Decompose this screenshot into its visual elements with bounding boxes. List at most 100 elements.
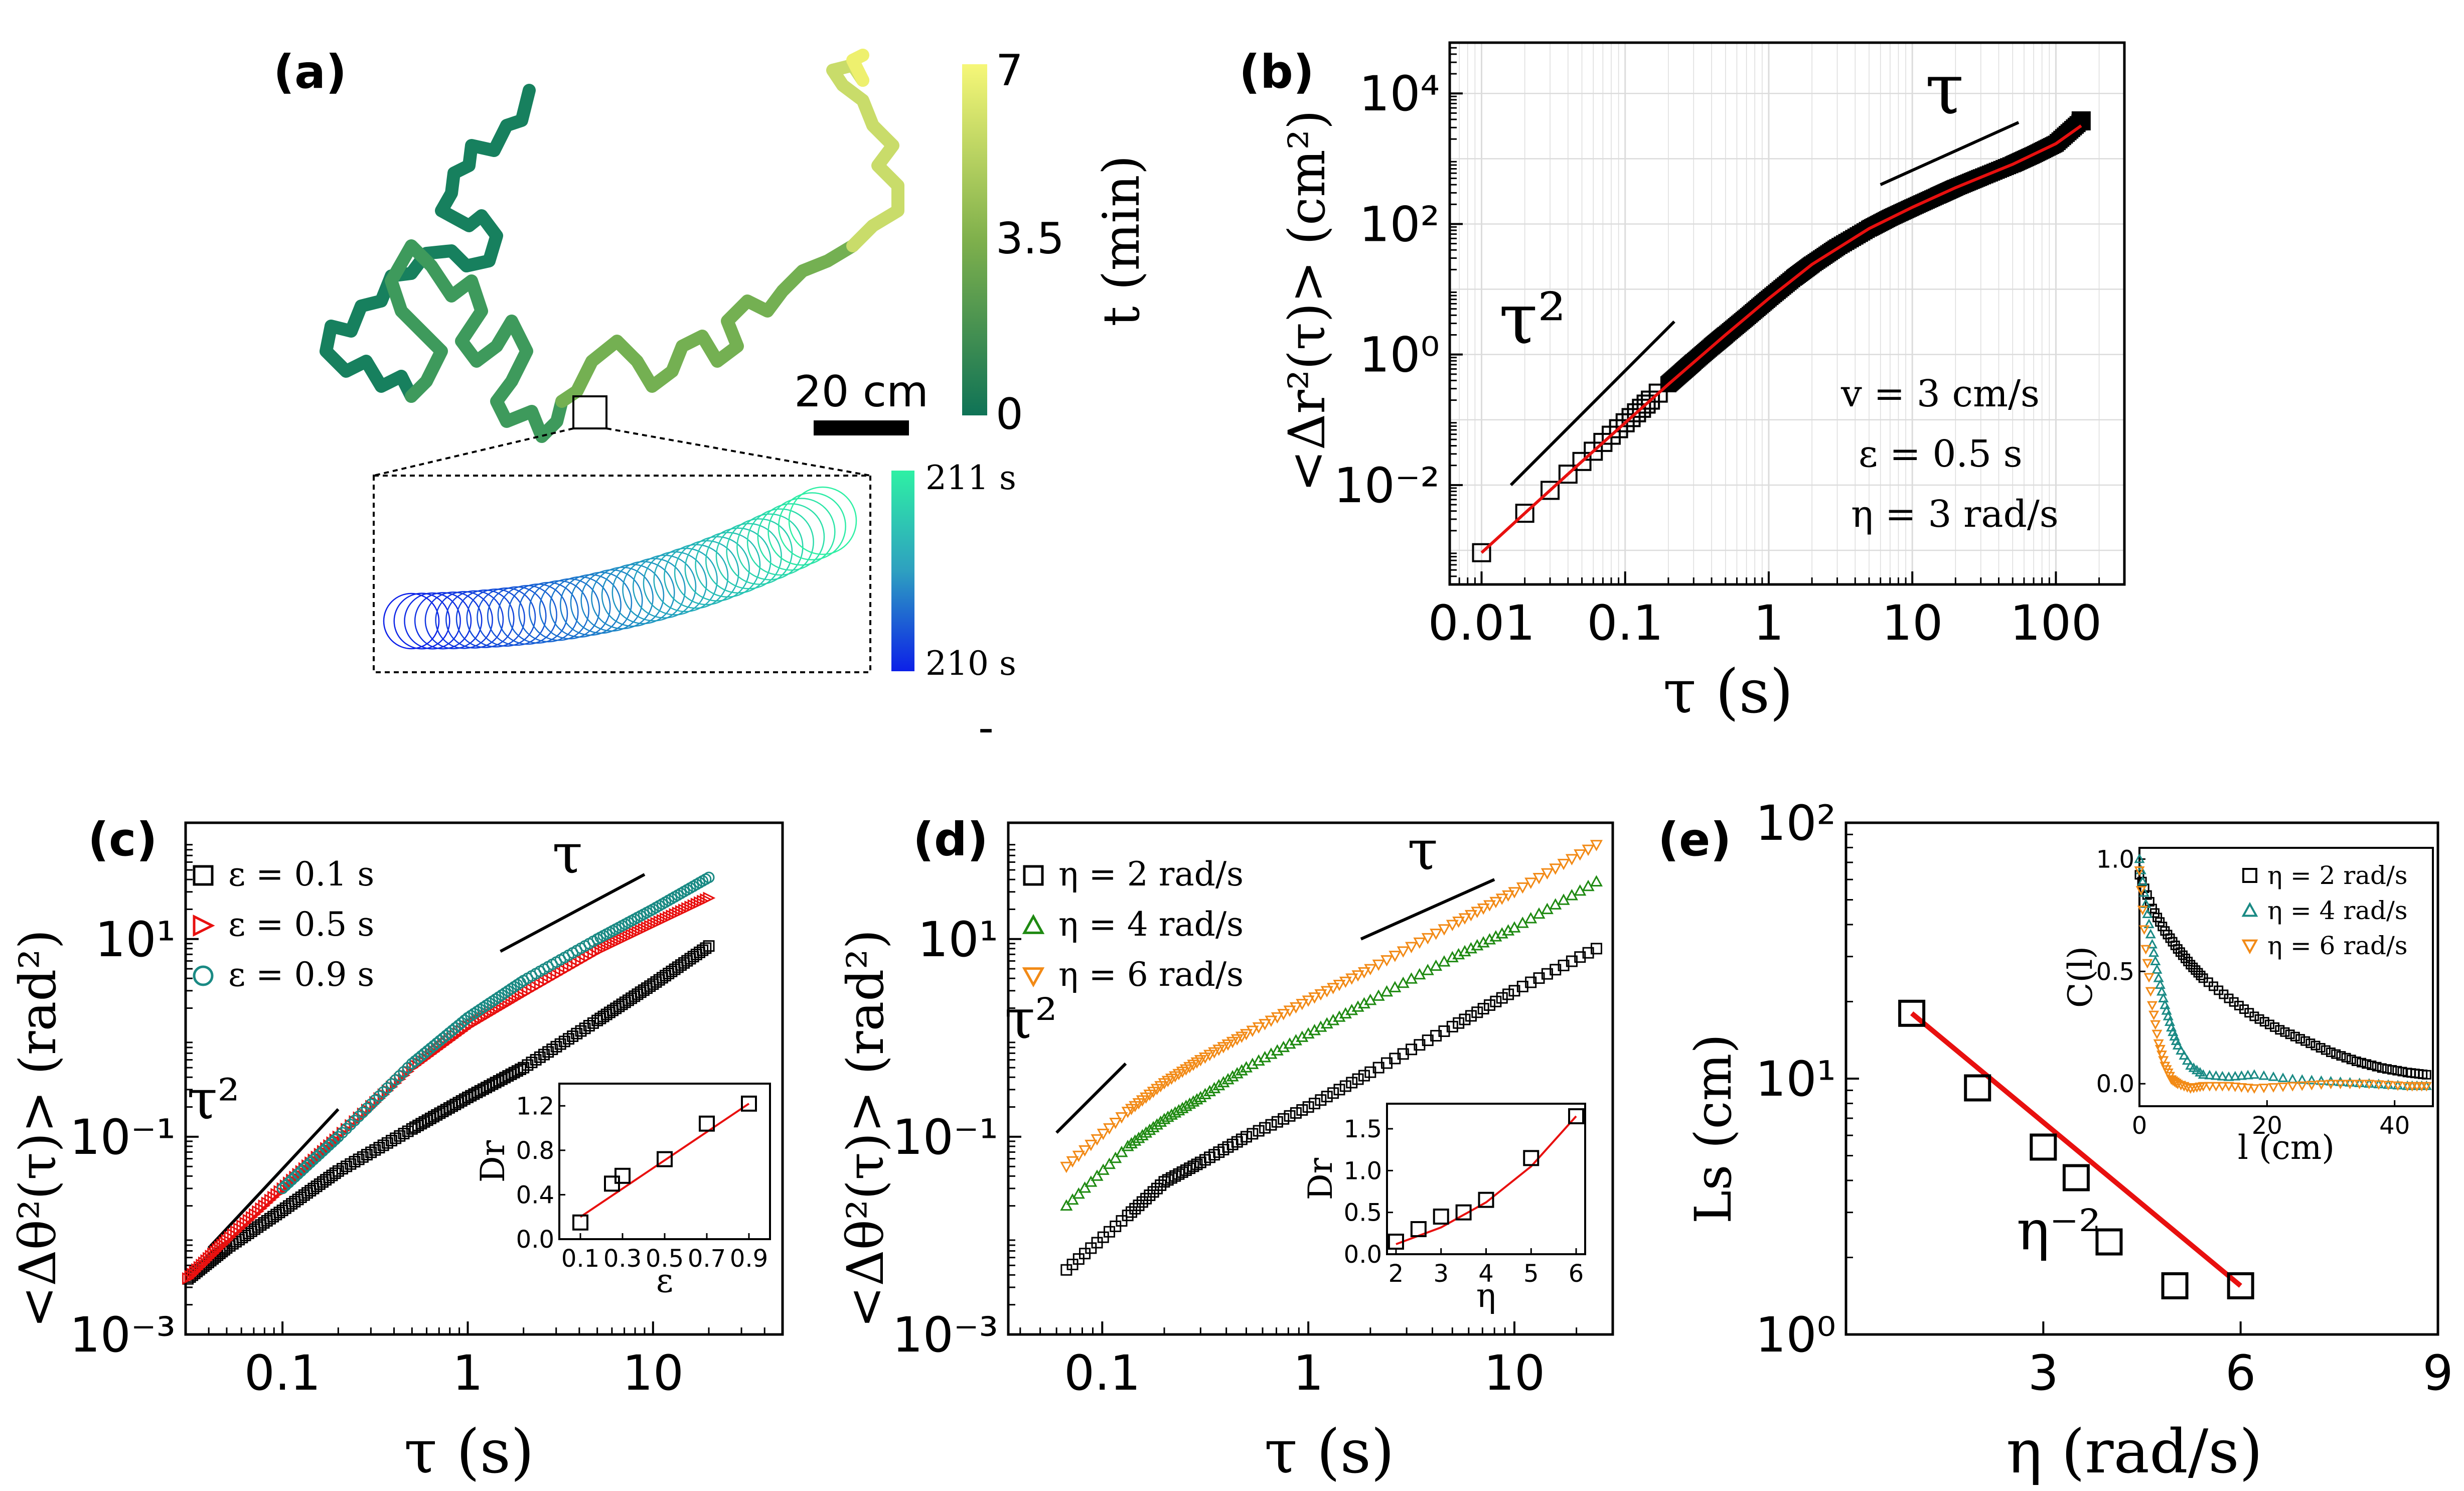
- series-0-marker: [1453, 1017, 1465, 1029]
- series-0-marker: [245, 1225, 257, 1237]
- series-0-marker: [1446, 1020, 1458, 1032]
- y-tick-label: 10¹: [917, 912, 998, 968]
- plot-frame: [184, 821, 784, 1336]
- inset-series-2-marker: [2148, 1010, 2160, 1020]
- inset-series-2-marker: [2421, 1082, 2432, 1092]
- inset-series-2-marker: [2373, 1080, 2384, 1090]
- inset-point: [657, 1151, 673, 1167]
- series-0-marker: [690, 949, 702, 961]
- series-2-marker: [1483, 900, 1496, 912]
- inset-series-0-marker: [2285, 1029, 2295, 1039]
- inset-ylabel: C(l): [2061, 946, 2100, 1008]
- guide-line: [1055, 1062, 1127, 1134]
- series-0-marker: [626, 992, 638, 1004]
- inset-series-0-marker: [2300, 1036, 2311, 1046]
- inset-y-tick-label: 1.2: [516, 1092, 554, 1120]
- inset-point: [614, 1167, 631, 1184]
- y-tick-label: 10⁰: [1359, 327, 1440, 383]
- series-0-marker: [1477, 1003, 1489, 1015]
- d-xlabel: τ (s): [1264, 1417, 1395, 1487]
- c-xlabel: τ (s): [404, 1417, 534, 1487]
- x-tick-label: 1: [452, 1345, 483, 1401]
- inset-series-2-marker: [2150, 1020, 2161, 1030]
- trajectory-end: [826, 59, 904, 252]
- inset-x-tick-label: 0.9: [730, 1245, 768, 1273]
- series-2-marker: [1502, 890, 1515, 902]
- series-0-marker: [610, 1002, 622, 1014]
- inset-ring: [570, 571, 633, 634]
- series-0-marker: [1471, 1006, 1483, 1018]
- x-tick-label: 0.1: [244, 1345, 321, 1401]
- inset-ring: [622, 558, 686, 622]
- series-2-marker: [289, 1171, 301, 1183]
- series-2-marker: [345, 1119, 357, 1131]
- e-fit-line: [1910, 1011, 2242, 1288]
- series-0-marker: [1566, 955, 1578, 967]
- x-tick-label: 6: [2225, 1345, 2256, 1401]
- inset-series-0-marker: [2290, 1031, 2300, 1041]
- inset-series-0-marker: [2188, 962, 2198, 972]
- inset-colorbar: [891, 471, 914, 671]
- series-2-marker: [1389, 951, 1402, 962]
- inset-ring: [726, 518, 793, 585]
- inset-x-tick-label: 4: [1478, 1260, 1494, 1288]
- series-0-marker: [669, 963, 681, 975]
- inset-series-2-marker: [2146, 1001, 2158, 1011]
- inset-y-tick-label: 0.5: [2096, 958, 2134, 986]
- inset-frame: [373, 475, 871, 673]
- inset-series-0-marker: [2280, 1027, 2290, 1037]
- inset-series-2-marker: [2217, 1082, 2228, 1092]
- series-2-marker: [320, 1142, 332, 1154]
- series-0-marker: [1278, 1113, 1290, 1125]
- inset-series-1-marker: [2154, 979, 2166, 989]
- inset-series-1-marker: [2143, 919, 2154, 929]
- guide-label: τ: [552, 822, 583, 886]
- legend-marker: [193, 865, 214, 886]
- inset-x-tick-label: 0: [2132, 1112, 2147, 1140]
- series-2-marker: [1203, 1050, 1216, 1062]
- series-2-marker: [1557, 858, 1570, 870]
- series-0-marker: [1253, 1125, 1265, 1137]
- series-2-marker: [1458, 913, 1471, 925]
- b-data-marker: [1609, 419, 1628, 438]
- series-0-marker: [687, 951, 699, 963]
- series-1-marker: [703, 891, 716, 905]
- inset-series-1-marker: [2204, 1070, 2215, 1080]
- series-1-marker: [1590, 875, 1603, 887]
- series-2-marker: [329, 1134, 341, 1146]
- series-1-marker: [1109, 1151, 1122, 1163]
- inset-ring: [653, 547, 718, 613]
- inset-series-1-marker: [2211, 1070, 2222, 1080]
- series-2-marker: [1397, 946, 1410, 958]
- series-1-marker: [1085, 1175, 1098, 1187]
- e-data-marker: [2095, 1228, 2123, 1256]
- series-2-marker: [1452, 916, 1465, 928]
- guide-line: [500, 873, 646, 953]
- inset-series-2-marker: [2316, 1080, 2327, 1090]
- inset-series-0-marker: [2173, 944, 2183, 954]
- inset-series-2-marker: [2198, 1082, 2209, 1092]
- inset-series-2-marker: [2143, 973, 2154, 983]
- inset-series-2-marker: [2383, 1081, 2394, 1091]
- inset-series-1-marker: [2296, 1074, 2307, 1084]
- series-0-marker: [1465, 1010, 1477, 1022]
- inset-ring: [695, 532, 761, 598]
- inset-colorbar-tick-min: 210 s: [926, 644, 1016, 683]
- series-2-marker: [373, 1090, 385, 1102]
- series-1-marker: [255, 1202, 268, 1215]
- inset-series-0-marker: [2191, 965, 2201, 975]
- series-0-marker: [1271, 1116, 1283, 1128]
- series-2-marker: [1477, 903, 1490, 915]
- series-0-marker: [1459, 1013, 1471, 1025]
- inset-series-0-marker: [2357, 1058, 2367, 1068]
- inset-series-2-marker: [2335, 1080, 2346, 1090]
- inset-ring: [674, 540, 739, 606]
- series-2-marker: [1549, 863, 1562, 875]
- inset-y-tick-label: 0.0: [516, 1226, 554, 1254]
- series-0-marker: [1296, 1104, 1308, 1116]
- b-data-marker: [1572, 452, 1592, 471]
- series-2-marker: [398, 1066, 410, 1078]
